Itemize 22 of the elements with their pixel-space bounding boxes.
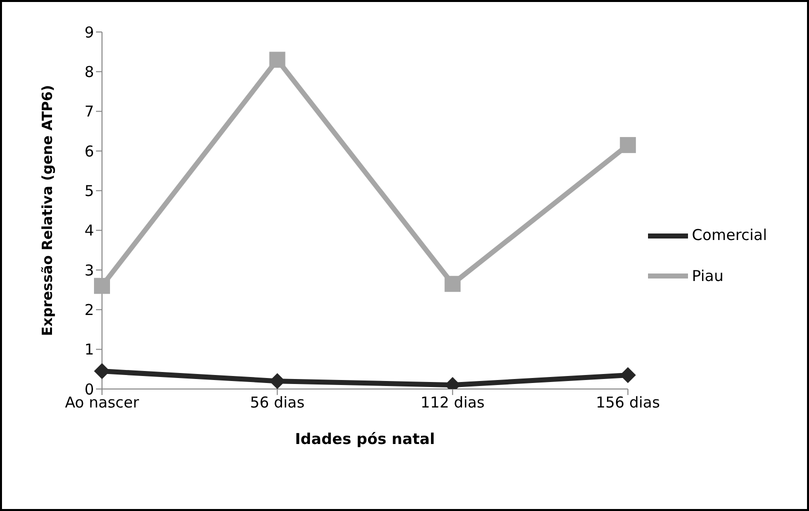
point [620, 137, 636, 154]
x-tick-label: 156 dias [596, 394, 660, 412]
y-axis-title: Expressão Relativa (gene ATP6) [40, 84, 56, 336]
point [444, 276, 461, 292]
legend-label: Piau [692, 266, 724, 284]
point [269, 373, 286, 389]
y-tick-label: 3 [84, 261, 94, 280]
y-tick-label: 1 [84, 340, 94, 359]
y-tick-label: 9 [84, 23, 94, 42]
point [94, 278, 110, 294]
y-tick-label: 4 [84, 222, 94, 240]
y-tick-label: 2 [84, 300, 94, 319]
y-tick-label: 7 [84, 102, 94, 121]
x-axis-title: Idades pós natal [294, 430, 435, 448]
y-tick-label: 6 [84, 142, 94, 160]
x-tick-label: 56 dias [250, 394, 305, 412]
legend-label: Comercial [692, 226, 767, 244]
y-tick-label: 8 [84, 62, 94, 81]
point [94, 363, 110, 380]
y-tick-label: 5 [84, 182, 94, 200]
x-tick-label: 112 dias [420, 394, 485, 412]
point [269, 52, 286, 68]
